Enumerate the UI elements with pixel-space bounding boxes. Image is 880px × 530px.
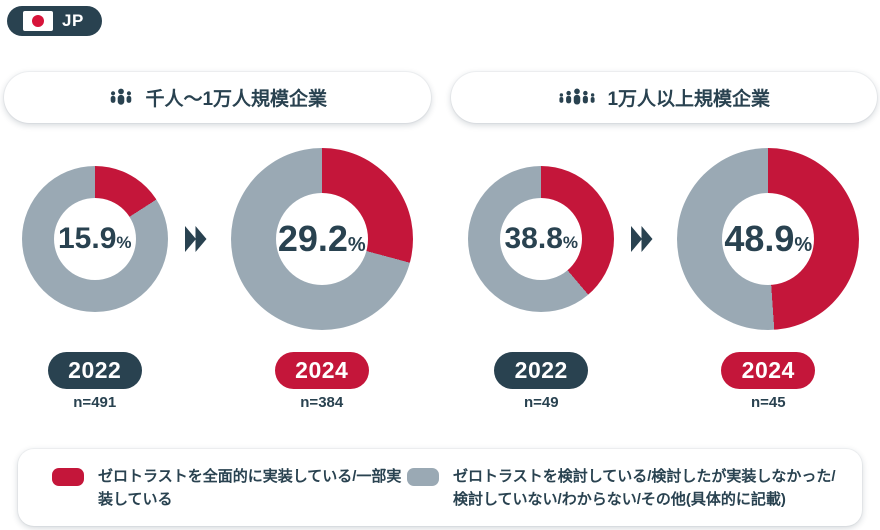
people-group-5-icon bbox=[559, 88, 596, 104]
sample-size-label: n=45 bbox=[750, 394, 786, 411]
donut-chart-2024: 48.9% bbox=[668, 139, 869, 339]
legend-label: ゼロトラストを全面的に実装している/一部実装している bbox=[98, 467, 402, 508]
year-badge-2024: 2024 bbox=[274, 352, 369, 389]
group-header-over-10000: 1万人以上規模企業 bbox=[450, 72, 877, 123]
country-badge-label: JP bbox=[62, 11, 84, 30]
double-arrow-icon bbox=[184, 226, 207, 252]
japan-flag-icon bbox=[23, 11, 53, 31]
legend-swatch-red bbox=[52, 467, 84, 486]
sample-size-label: n=384 bbox=[300, 394, 344, 411]
group-header-label: 1万人以上規模企業 bbox=[607, 89, 771, 110]
donut-center: 15.9% bbox=[53, 198, 136, 280]
japan-flag-sun bbox=[32, 15, 44, 27]
legend-item-implemented: ゼロトラストを全面的に実装している/一部実装している bbox=[52, 465, 407, 511]
percent-sign: % bbox=[562, 233, 578, 252]
group-1000-to-10000: 千人〜1万人規模企業 15.9% 2022 n=491 bbox=[4, 72, 431, 411]
arrow-column bbox=[631, 136, 654, 342]
sample-size-label: n=49 bbox=[523, 394, 559, 411]
legend-swatch-gray bbox=[407, 467, 439, 486]
percent-sign: % bbox=[116, 233, 132, 252]
year-badge-2024: 2024 bbox=[721, 352, 816, 389]
double-arrow-icon bbox=[631, 226, 653, 252]
donut-center: 48.9% bbox=[722, 193, 815, 285]
group-header-1000-to-10000: 千人〜1万人規模企業 bbox=[4, 72, 431, 123]
donut-chart-2024: 29.2% bbox=[221, 139, 422, 339]
arrow-column bbox=[184, 136, 208, 342]
chart-groups: 千人〜1万人規模企業 15.9% 2022 n=491 bbox=[4, 72, 877, 411]
people-group-3-icon bbox=[111, 88, 132, 105]
legend-item-considering: ゼロトラストを検討している/検討したが実装しなかった/検討していない/わからない… bbox=[407, 465, 850, 511]
group-over-10000: 1万人以上規模企業 38.8% 2022 n=49 bbox=[450, 72, 878, 411]
donut-column-2024: 29.2% 2024 n=384 bbox=[221, 136, 422, 411]
year-badge-2022: 2022 bbox=[494, 352, 589, 389]
donut-center: 29.2% bbox=[275, 193, 368, 285]
percent-value: 29.2 bbox=[277, 218, 348, 259]
year-badge-2022: 2022 bbox=[47, 352, 142, 389]
sample-size-label: n=491 bbox=[73, 394, 117, 411]
donut-center: 38.8% bbox=[500, 198, 583, 280]
donut-column-2022: 15.9% 2022 n=491 bbox=[12, 136, 177, 411]
donut-column-2022: 38.8% 2022 n=49 bbox=[459, 136, 624, 411]
legend-label: ゼロトラストを検討している/検討したが実装しなかった/検討していない/わからない… bbox=[453, 467, 836, 508]
country-badge: JP bbox=[7, 6, 102, 36]
donut-chart-2022: 38.8% bbox=[459, 157, 624, 321]
percent-value: 15.9 bbox=[57, 222, 117, 255]
percent-value: 38.8 bbox=[504, 222, 563, 255]
percent-sign: % bbox=[347, 234, 366, 256]
donut-chart-2022: 15.9% bbox=[12, 157, 177, 321]
percent-value: 48.9 bbox=[724, 218, 795, 259]
donut-row: 38.8% 2022 n=49 bbox=[451, 136, 878, 411]
donut-row: 15.9% 2022 n=491 bbox=[4, 136, 431, 411]
group-header-label: 千人〜1万人規模企業 bbox=[145, 89, 328, 110]
percent-sign: % bbox=[794, 234, 813, 256]
donut-column-2024: 48.9% 2024 n=45 bbox=[668, 136, 869, 411]
legend: ゼロトラストを全面的に実装している/一部実装している ゼロトラストを検討している… bbox=[18, 449, 862, 526]
